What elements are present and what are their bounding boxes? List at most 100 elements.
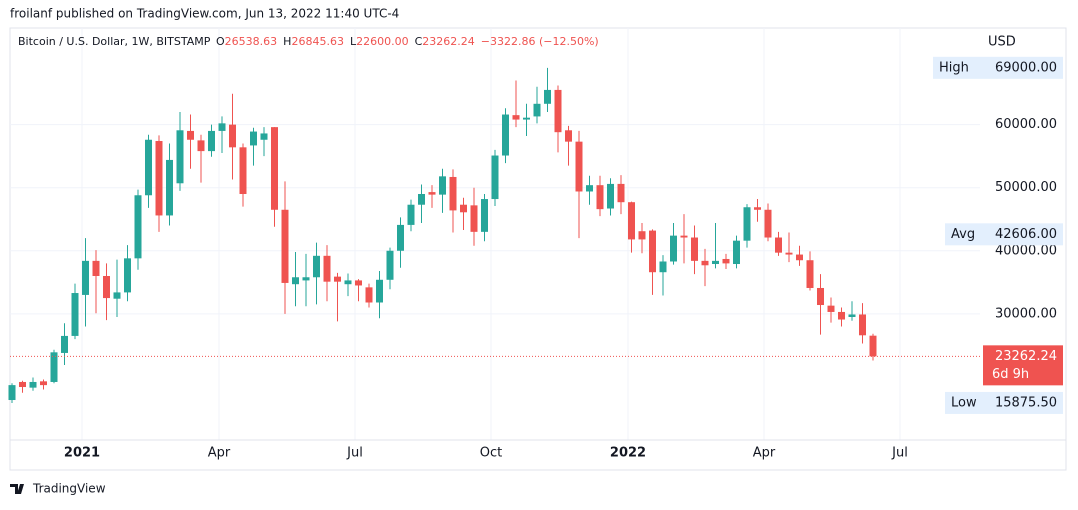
y-tick-label: 40000.00 bbox=[995, 243, 1057, 258]
candle-body bbox=[533, 103, 541, 117]
marker-value: 69000.00 bbox=[995, 60, 1057, 75]
candle-body bbox=[502, 114, 509, 156]
candle-body bbox=[103, 276, 110, 299]
chart-frame bbox=[9, 27, 1067, 471]
candle-body bbox=[596, 185, 604, 210]
candle-body bbox=[449, 176, 457, 211]
candle-body bbox=[512, 115, 520, 120]
candle-body bbox=[460, 204, 467, 213]
candle-body bbox=[71, 293, 79, 336]
candle-body bbox=[355, 280, 362, 286]
candle-body bbox=[649, 230, 656, 273]
x-tick-label: Jul bbox=[346, 446, 363, 461]
candle-body bbox=[250, 131, 257, 146]
candle-body bbox=[313, 255, 320, 278]
candle-body bbox=[775, 237, 782, 253]
ohlc-letter: H bbox=[283, 35, 291, 48]
candle-body bbox=[607, 183, 614, 209]
ohlc-value: 23262.24 bbox=[422, 35, 475, 48]
marker-value: 15875.50 bbox=[995, 395, 1057, 410]
candle-body bbox=[418, 194, 425, 205]
ohlc-value: 22600.00 bbox=[356, 35, 409, 48]
candle-body bbox=[386, 250, 394, 280]
candle-body bbox=[218, 123, 226, 131]
x-tick-label: 2022 bbox=[610, 446, 646, 461]
candle-body bbox=[785, 252, 793, 255]
candle-body bbox=[712, 260, 719, 265]
candle-body bbox=[869, 335, 877, 357]
ohlc-letter: O bbox=[216, 35, 225, 48]
candle-body bbox=[680, 235, 688, 238]
candle-body bbox=[806, 260, 814, 288]
candle-body bbox=[659, 261, 667, 273]
x-tick-label: Apr bbox=[208, 446, 231, 461]
last-price-box bbox=[983, 345, 1063, 386]
candle-body bbox=[817, 287, 824, 306]
candle-body bbox=[470, 205, 478, 232]
candle-body bbox=[754, 207, 761, 210]
candle-body bbox=[376, 279, 383, 303]
candle-body bbox=[628, 202, 635, 240]
candle-body bbox=[848, 314, 856, 317]
ohlc-letter: C bbox=[415, 35, 423, 48]
y-tick-label: 60000.00 bbox=[995, 117, 1057, 132]
countdown: 6d 9h bbox=[992, 367, 1029, 382]
x-tick-label: Jul bbox=[891, 446, 908, 461]
candle-body bbox=[271, 127, 278, 210]
candle-body bbox=[292, 277, 299, 285]
ohlc-value: 26845.63 bbox=[291, 35, 344, 48]
currency: USD bbox=[988, 35, 1016, 50]
candle-body bbox=[176, 130, 184, 184]
candle-body bbox=[197, 140, 205, 152]
candle-body bbox=[407, 204, 415, 225]
candle-body bbox=[113, 292, 121, 299]
candle-body bbox=[8, 385, 16, 401]
candle-body bbox=[733, 240, 740, 265]
candles bbox=[8, 67, 877, 403]
change: −3322.86 (−12.50%) bbox=[481, 35, 599, 48]
candle-body bbox=[586, 185, 593, 192]
y-tick-label: 50000.00 bbox=[995, 180, 1057, 195]
marker-box bbox=[945, 391, 1063, 414]
candle-body bbox=[229, 124, 236, 148]
candle-body bbox=[334, 276, 341, 282]
candle-body bbox=[544, 89, 551, 104]
candle-body bbox=[491, 155, 499, 200]
marker-name: Avg bbox=[951, 227, 975, 242]
candle-body bbox=[743, 207, 751, 241]
candle-body bbox=[859, 314, 866, 336]
candle-body bbox=[428, 192, 436, 195]
candle-body bbox=[260, 133, 268, 140]
candle-body bbox=[124, 258, 131, 293]
candle-body bbox=[838, 311, 845, 320]
candle-body bbox=[208, 130, 215, 152]
marker-name: Low bbox=[951, 395, 977, 410]
grid bbox=[10, 28, 1066, 441]
candle-body bbox=[796, 254, 803, 261]
candle-body bbox=[397, 224, 404, 251]
candle-body bbox=[19, 381, 26, 388]
marker-box bbox=[945, 223, 1063, 246]
candle-body bbox=[29, 381, 37, 388]
candle-body bbox=[323, 255, 331, 282]
marker-name: High bbox=[939, 60, 969, 75]
candle-body bbox=[40, 381, 47, 386]
candle-body bbox=[82, 260, 89, 295]
candle-body bbox=[166, 159, 173, 216]
candle-body bbox=[344, 280, 352, 285]
candle-body bbox=[187, 130, 194, 140]
ohlc-value: 26538.63 bbox=[225, 35, 278, 48]
candle-body bbox=[134, 195, 142, 259]
ohlc-letter: L bbox=[350, 35, 357, 48]
symbol-title: Bitcoin / U.S. Dollar, 1W, BITSTAMP bbox=[18, 35, 211, 48]
candle-body bbox=[701, 260, 709, 266]
candle-body bbox=[691, 237, 698, 261]
candle-body bbox=[302, 277, 310, 281]
marker-value: 42606.00 bbox=[995, 227, 1057, 242]
candle-body bbox=[481, 199, 488, 232]
x-tick-label: 2021 bbox=[64, 446, 100, 461]
candle-body bbox=[827, 305, 835, 312]
candle-body bbox=[61, 335, 68, 353]
candle-body bbox=[439, 176, 446, 195]
footer-brand: TradingView bbox=[32, 482, 106, 496]
